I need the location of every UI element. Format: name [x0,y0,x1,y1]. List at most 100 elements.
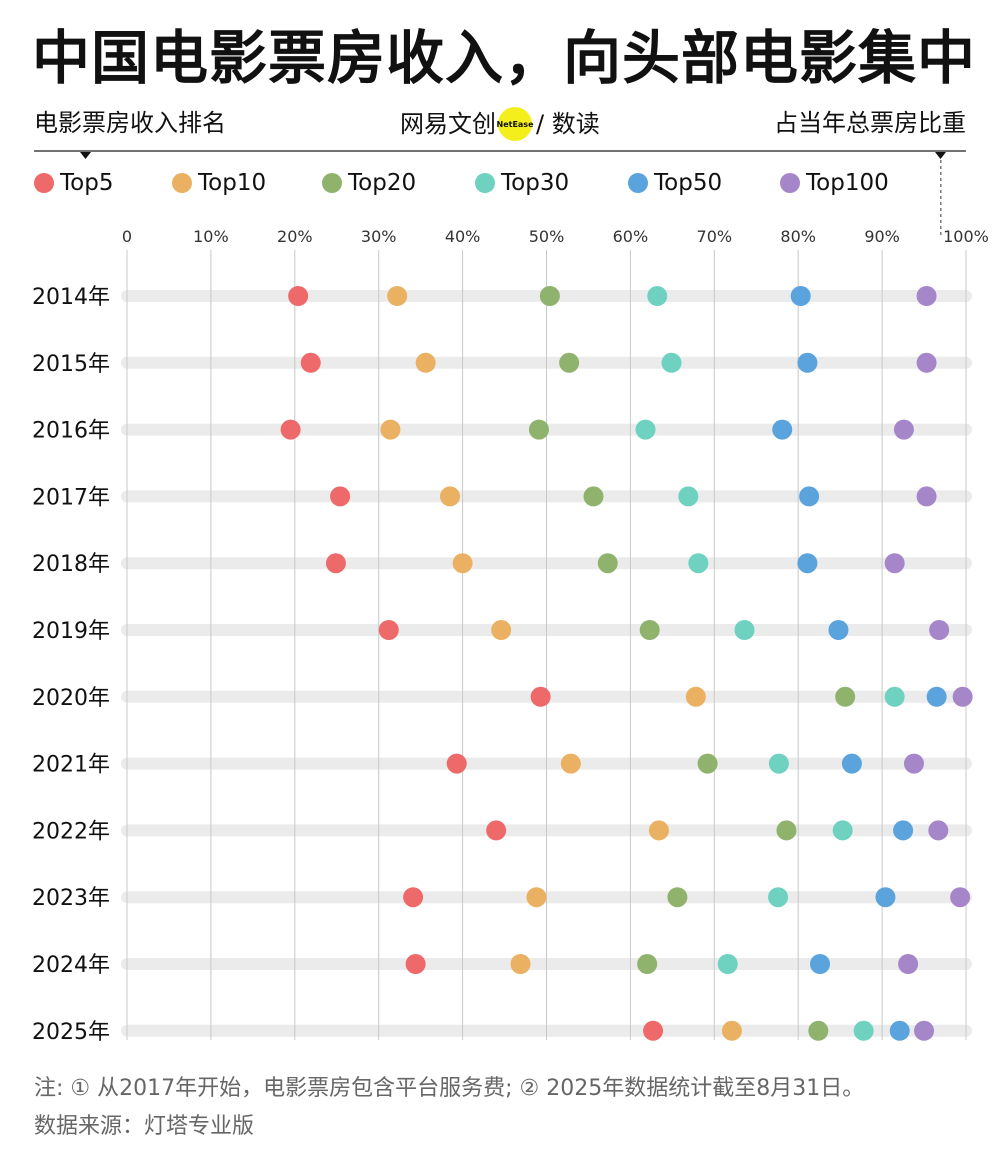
dot-top30 [688,553,709,574]
dot-top5 [446,753,467,774]
dot-top50 [772,419,793,440]
legend-item-top10: Top10 [172,168,266,198]
dot-top50 [893,820,914,841]
dot-top5 [330,486,351,507]
dot-top100 [893,419,914,440]
x-tick-label: 90% [864,227,900,246]
dot-top5 [378,620,399,640]
dot-top5 [325,553,346,574]
x-tick-label: 0 [122,227,132,246]
dot-top100 [950,887,971,908]
legend-item-top5: Top5 [34,168,113,198]
dot-top20 [637,954,658,974]
x-tick-label: 30% [361,227,397,246]
dot-top10 [648,820,669,841]
subtitle-share: 占当年总票房比重 [774,109,966,137]
rank-pointer-marker [80,152,91,159]
dot-top10 [510,954,531,974]
dot-top100 [898,954,919,974]
row-label-year: 2025年 [32,1020,110,1045]
dot-top100 [952,686,973,707]
brand-name: 网易文创 [400,110,496,138]
dot-top30 [832,820,853,841]
legend-dot [475,173,495,193]
row-label-year: 2024年 [32,953,110,978]
dot-top20 [539,286,560,306]
legend-dot [34,173,54,193]
dot-top100 [916,352,937,373]
dot-top30 [661,352,682,373]
brand-logo: 网易文创 NetEase / 数读 [400,104,600,144]
dot-top5 [288,286,309,306]
dot-top50 [926,686,947,707]
dot-top5 [300,352,321,373]
dot-top100 [928,820,949,841]
dot-top10 [440,486,461,507]
legend-label: Top50 [654,170,723,196]
dot-top5 [486,820,507,841]
dot-top5 [530,686,551,707]
dot-top10 [452,553,473,574]
dot-top5 [280,419,301,440]
dot-top5 [405,954,426,974]
legend-item-top50: Top50 [628,168,722,198]
subtitle-rank: 电影票房收入排名 [34,109,226,137]
x-tick-label: 10% [193,227,229,246]
dot-top100 [916,486,937,507]
dot-top100 [916,286,937,306]
legend-item-top100: Top100 [780,168,889,198]
dot-top10 [380,419,401,440]
dot-top20 [697,753,718,774]
dot-top30 [678,486,699,507]
legend-dot [780,173,800,193]
x-tick-label: 100% [943,227,989,246]
footnote-note: 注: ① 从2017年开始，电影票房包含平台服务费; ② 2025年数据统计截至… [34,1076,865,1101]
dot-top20 [559,352,580,373]
row-label-year: 2021年 [32,753,110,778]
dot-top30 [734,620,755,640]
dot-top50 [875,887,896,908]
legend-dot [322,173,342,193]
dot-top50 [797,352,818,373]
dot-top30 [647,286,668,306]
row-label-year: 2014年 [32,285,110,310]
row-label-year: 2016年 [32,419,110,444]
dot-top30 [853,1020,874,1041]
dot-top20 [528,419,549,440]
dot-top10 [526,887,547,908]
legend-label: Top100 [806,170,889,196]
dot-top100 [929,620,950,640]
x-tick-label: 70% [697,227,733,246]
row-label-year: 2020年 [32,686,110,711]
legend-label: Top20 [348,170,417,196]
share-pointer-marker [935,152,946,159]
dot-top10 [560,753,581,774]
dot-top10 [387,286,408,306]
legend-label: Top30 [501,170,570,196]
brand-section: / 数读 [536,110,600,138]
dot-top10 [685,686,706,707]
dot-top50 [841,753,862,774]
dot-top20 [776,820,797,841]
dot-top50 [799,486,820,507]
x-tick-label: 80% [780,227,816,246]
footnote: 注: ① 从2017年开始，电影票房包含平台服务费; ② 2025年数据统计截至… [34,1070,864,1146]
dot-top50 [889,1020,910,1041]
dot-top20 [597,553,618,574]
row-label-year: 2015年 [32,352,110,377]
legend-dot [628,173,648,193]
dot-top20 [835,686,856,707]
footnote-source: 数据来源：灯塔专业版 [34,1114,255,1139]
row-label-year: 2023年 [32,886,110,911]
dot-top50 [828,620,849,640]
legend-label: Top10 [198,170,267,196]
dot-top20 [639,620,660,640]
row-label-year: 2022年 [32,819,110,844]
x-tick-label: 50% [529,227,565,246]
dot-top30 [768,753,789,774]
dot-top10 [721,1020,742,1041]
brand-badge: NetEase [497,107,534,141]
dot-top50 [797,553,818,574]
dot-top50 [790,286,811,306]
